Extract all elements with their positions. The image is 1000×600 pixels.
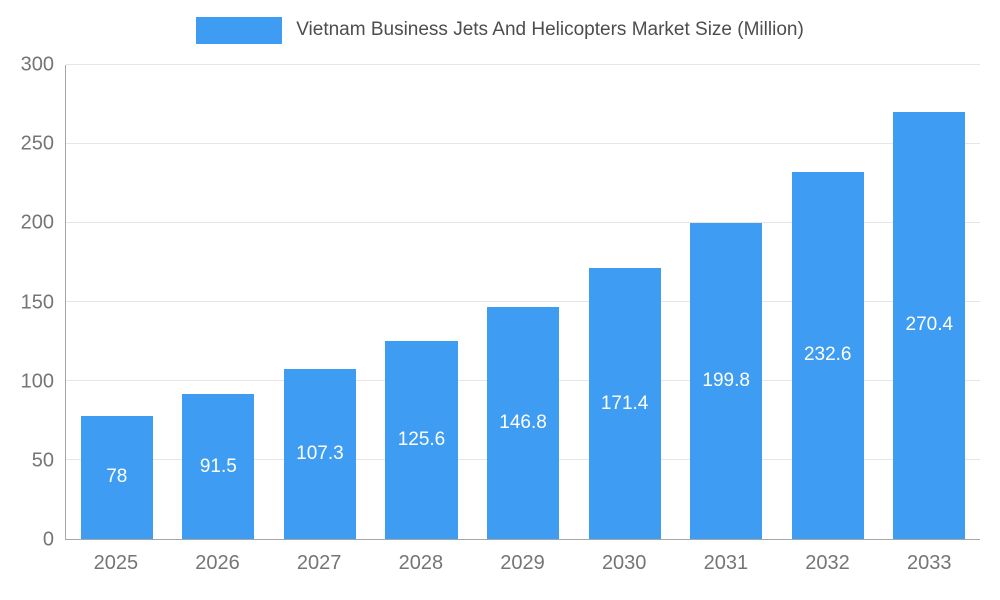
chart-title: Vietnam Business Jets And Helicopters Ma… <box>296 19 804 40</box>
x-axis: 2025 2026 2027 2028 2029 2030 2031 2032 2033 <box>65 552 980 582</box>
bar-value-label: 78 <box>106 466 128 488</box>
bar-slot: 146.8 <box>472 65 574 539</box>
bar-value-label: 91.5 <box>199 455 237 477</box>
bar: 270.4 <box>893 111 966 539</box>
x-axis-tick-label: 2028 <box>398 552 444 574</box>
bar: 232.6 <box>791 171 864 539</box>
bar-slot: 78 <box>66 65 168 539</box>
bar-slot: 232.6 <box>777 65 879 539</box>
y-axis-tick-label: 0 <box>42 528 54 551</box>
y-axis-tick-label: 300 <box>20 53 54 76</box>
plot-area: 78 91.5 107.3 125.6 146.8 171.4 199.8 232.6 270.… <box>65 64 980 540</box>
gridline <box>66 301 980 302</box>
bar: 107.3 <box>283 369 356 539</box>
chart-legend: Vietnam Business Jets And Helicopters Ma… <box>0 14 1000 46</box>
y-axis: 0 50 100 150 200 250 300 <box>0 54 54 551</box>
bar-value-label: 199.8 <box>702 370 750 392</box>
bar: 146.8 <box>486 307 560 539</box>
bar-value-label: 125.6 <box>397 428 446 450</box>
gridline <box>66 64 980 65</box>
x-axis-tick-label: 2026 <box>195 552 240 574</box>
y-axis-tick-label: 150 <box>20 291 54 313</box>
bar-slot: 199.8 <box>675 65 777 539</box>
x-axis-tick-label: 2027 <box>296 552 342 574</box>
legend-swatch <box>196 16 283 44</box>
y-axis-tick-label: 100 <box>20 370 54 393</box>
bar: 199.8 <box>690 223 763 539</box>
gridline <box>66 143 980 144</box>
y-axis-tick-label: 50 <box>31 449 54 472</box>
bar-slot: 270.4 <box>879 65 981 539</box>
bar-slot: 125.6 <box>371 65 473 539</box>
bar-value-label: 107.3 <box>296 443 344 465</box>
y-axis-tick-label: 250 <box>20 132 54 155</box>
bar: 171.4 <box>588 268 661 539</box>
bar-value-label: 171.4 <box>600 392 649 414</box>
bar-slot: 91.5 <box>168 65 270 539</box>
x-axis-tick-label: 2032 <box>805 552 850 574</box>
bar-slot: 107.3 <box>269 65 371 539</box>
bar-value-label: 146.8 <box>499 412 547 434</box>
bar: 91.5 <box>182 394 255 539</box>
bar-slot: 171.4 <box>574 65 676 539</box>
x-axis-tick-label: 2025 <box>93 552 139 574</box>
x-axis-tick-label: 2029 <box>500 552 545 574</box>
x-axis-tick-label: 2033 <box>906 552 952 574</box>
y-axis-tick-label: 200 <box>20 211 54 234</box>
bar: 78 <box>80 415 153 539</box>
x-axis-tick-label: 2030 <box>601 552 647 574</box>
bar-value-label: 232.6 <box>803 344 852 366</box>
x-axis-tick-label: 2031 <box>703 552 749 574</box>
bar-series: 78 91.5 107.3 125.6 146.8 171.4 199.8 232.6 270.… <box>66 65 980 539</box>
bar-value-label: 270.4 <box>905 314 954 336</box>
bar: 125.6 <box>385 340 458 539</box>
gridline <box>66 222 980 224</box>
